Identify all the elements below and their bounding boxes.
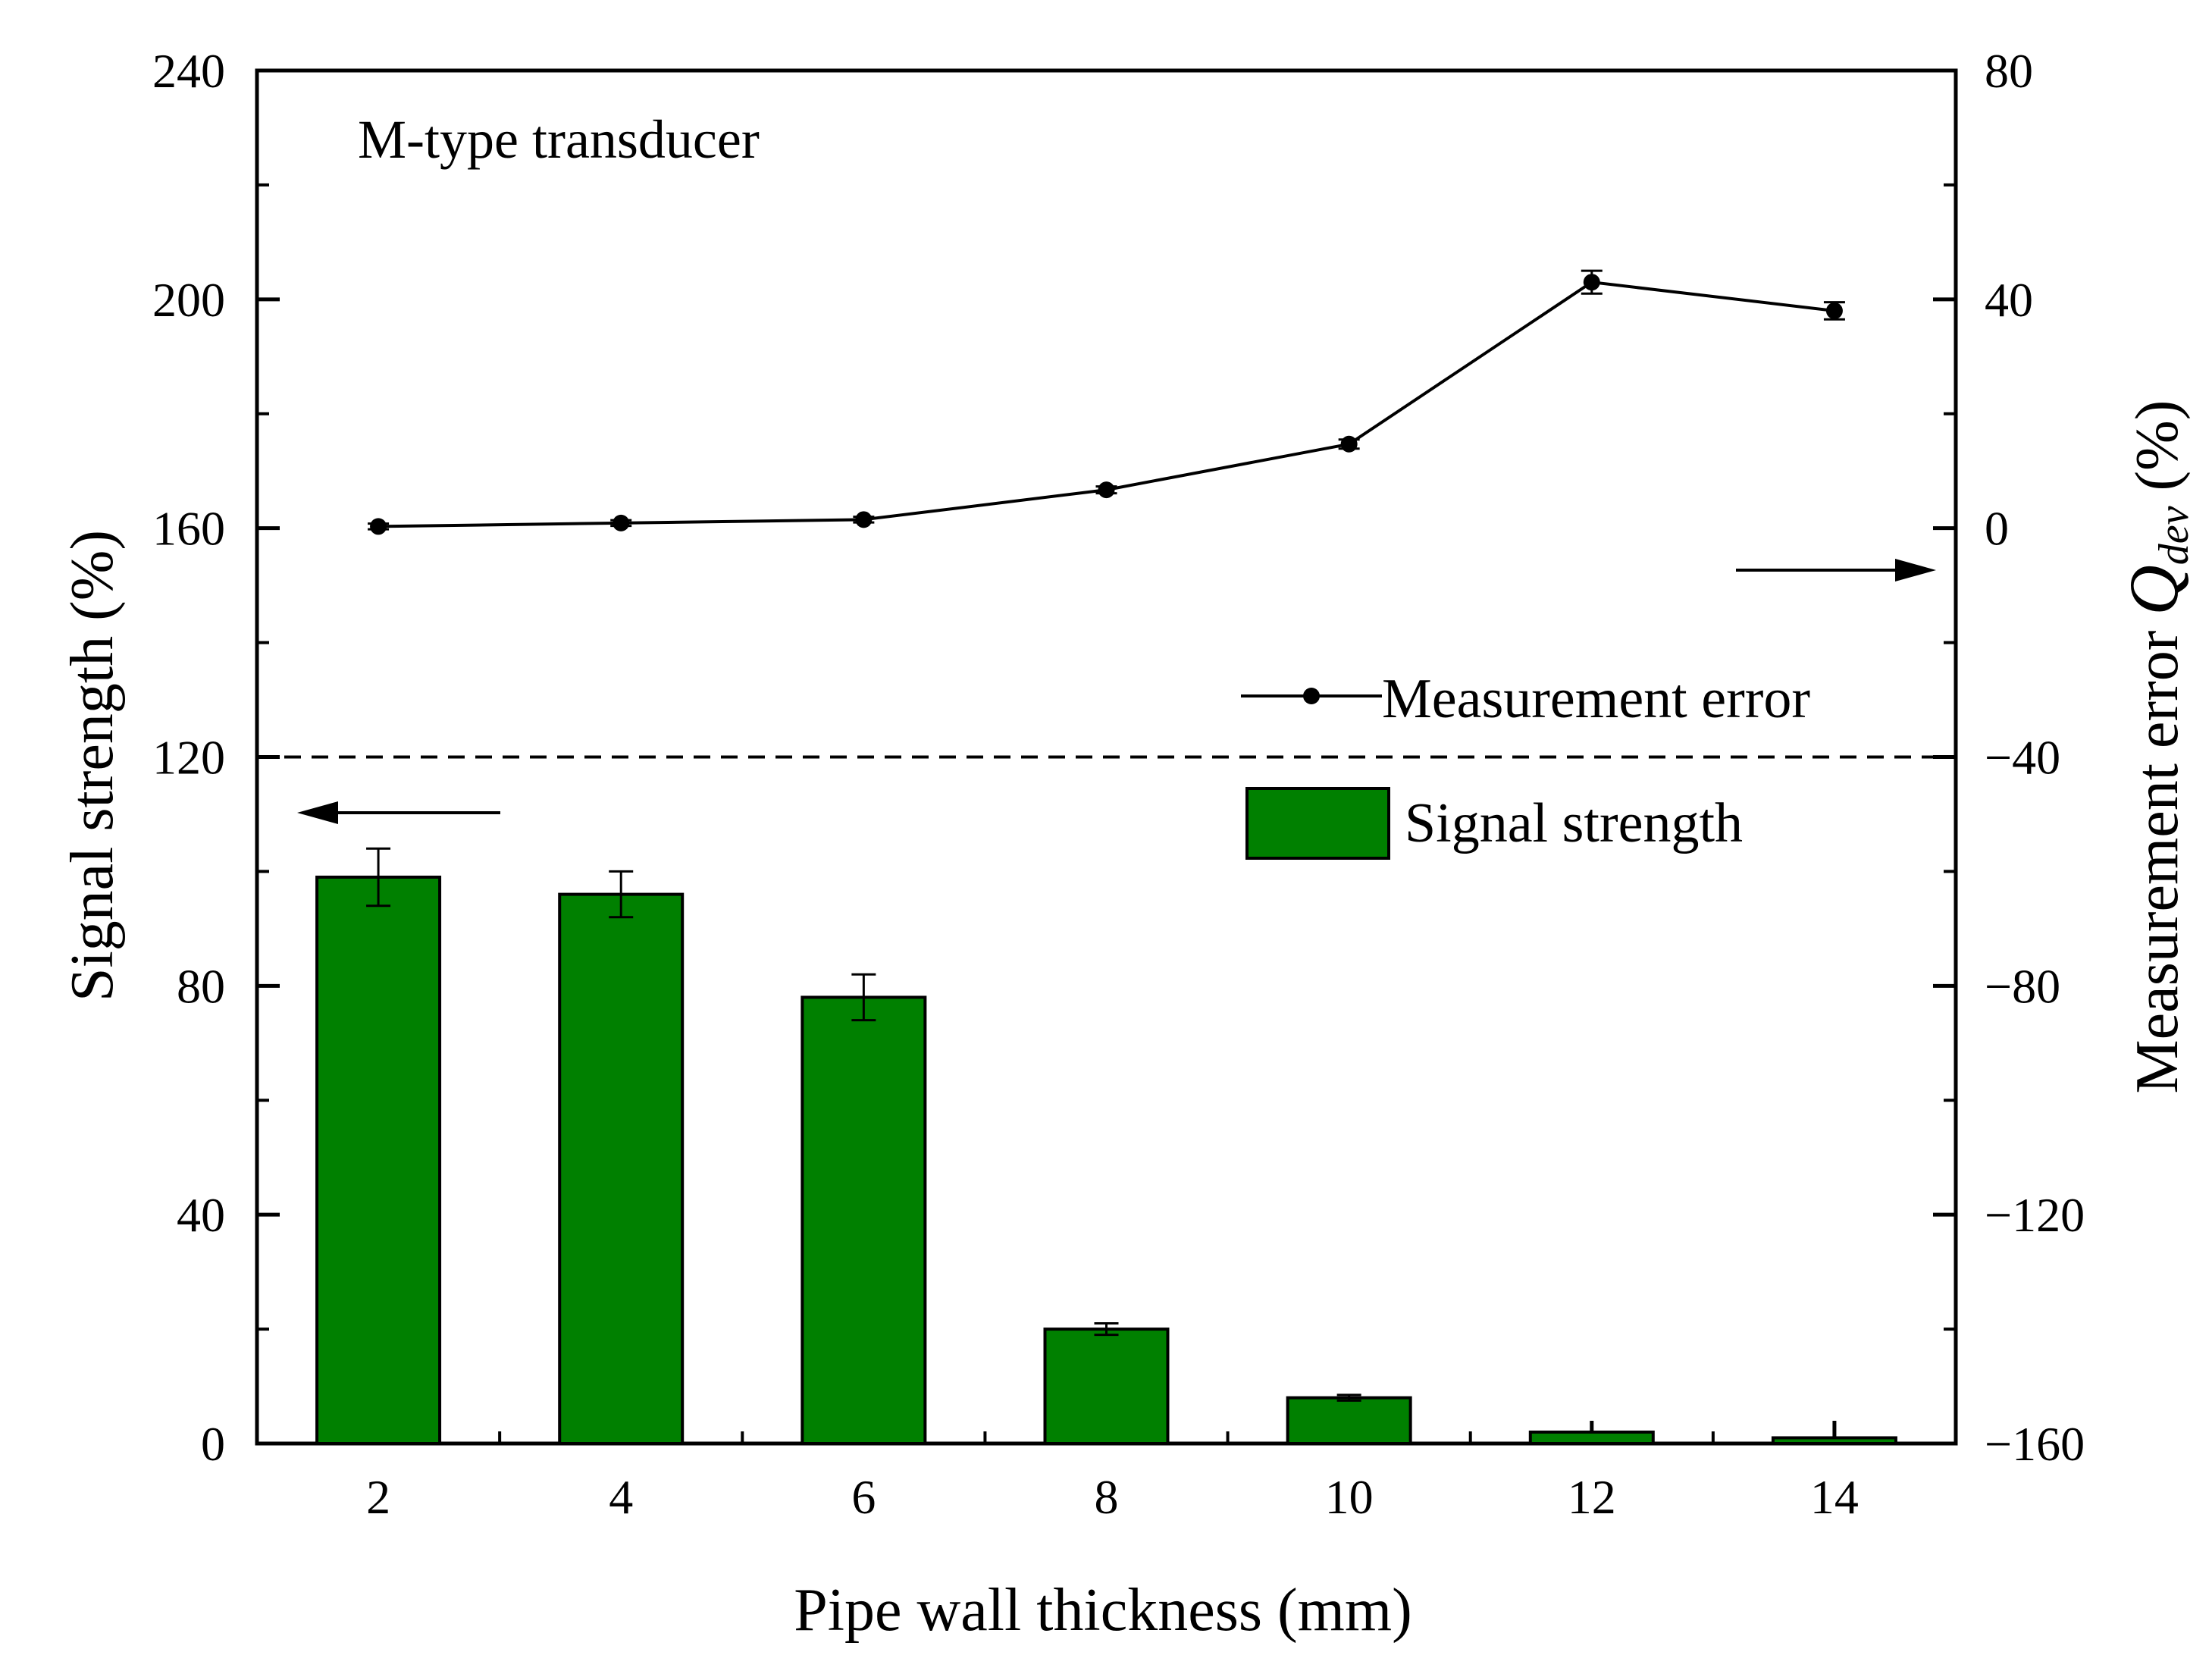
signal-strength-bar: [801, 995, 927, 1446]
left-axis-tick-label: 80: [177, 959, 225, 1013]
left-arrow-head: [297, 801, 338, 824]
chart-annotation: M-type transducer: [358, 109, 760, 170]
signal-strength-bar: [315, 875, 442, 1445]
left-axis-tick-label: 200: [152, 273, 225, 327]
line-series-layer: [368, 269, 1845, 535]
left-axis-tick-label: 40: [177, 1188, 225, 1242]
x-axis-tick-label: 10: [1325, 1470, 1374, 1524]
right-axis-title: Measurement error Qdev (%): [2115, 400, 2198, 1094]
legend-bar-swatch: [1245, 787, 1390, 860]
right-axis-title-suffix: (%): [2124, 400, 2191, 506]
signal-strength-bar: [1043, 1328, 1170, 1446]
legend-point-symbol: [1303, 688, 1320, 704]
legend-label-measurement-error: Measurement error: [1382, 668, 1810, 730]
right-axis-tick-label: −80: [1985, 959, 2060, 1013]
signal-strength-bar: [1286, 1396, 1412, 1445]
x-axis-tick-label: 2: [366, 1470, 390, 1524]
measurement-error-point: [855, 511, 873, 528]
signal-strength-bar: [1771, 1436, 1897, 1446]
x-axis-tick-label: 12: [1568, 1470, 1616, 1524]
right-arrow-head: [1895, 559, 1936, 582]
signal-strength-bar: [558, 892, 685, 1445]
right-axis-tick-label: −160: [1985, 1417, 2085, 1471]
measurement-error-point: [1340, 435, 1358, 453]
left-axis-tick-label: 120: [152, 731, 225, 785]
bars-layer: [315, 847, 1897, 1446]
x-axis-tick-label: 8: [1095, 1470, 1119, 1524]
left-axis-tick-label: 160: [152, 502, 225, 556]
right-axis-title-subscript: dev: [2151, 506, 2198, 565]
left-axis-tick-label: 0: [201, 1417, 225, 1471]
x-axis-tick-label: 14: [1810, 1470, 1859, 1524]
measurement-error-point: [613, 514, 630, 531]
x-axis-tick-label: 4: [609, 1470, 633, 1524]
right-axis-tick-label: −40: [1985, 731, 2060, 785]
signal-strength-bar: [1528, 1430, 1655, 1445]
axes-layer: [255, 68, 1958, 1446]
right-axis-tick-label: 80: [1985, 44, 2033, 98]
left-axis-tick-label: 240: [152, 44, 225, 98]
measurement-error-point: [1583, 274, 1600, 291]
right-axis-title-symbol: Q: [2115, 565, 2192, 615]
right-axis-tick-label: 0: [1985, 502, 2009, 556]
legend-label-signal-strength: Signal strength: [1405, 792, 1743, 854]
x-axis-tick-label: 6: [851, 1470, 876, 1524]
x-axis-title: Pipe wall thickness (mm): [794, 1577, 1411, 1644]
left-axis-title: Signal strength (%): [59, 530, 126, 1002]
right-axis-title-prefix: Measurement error: [2124, 616, 2191, 1094]
right-axis-tick-label: −120: [1985, 1188, 2085, 1242]
measurement-error-point: [370, 518, 387, 535]
measurement-error-point: [1825, 302, 1843, 319]
text-layer: M-type transducer Pipe wall thickness (m…: [59, 44, 2198, 1644]
measurement-error-point: [1098, 481, 1115, 499]
right-axis-tick-label: 40: [1985, 273, 2033, 327]
